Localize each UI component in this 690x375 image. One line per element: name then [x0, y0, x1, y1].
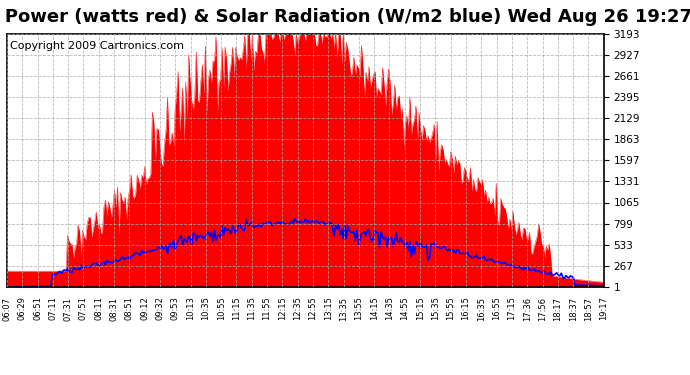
Text: Copyright 2009 Cartronics.com: Copyright 2009 Cartronics.com — [10, 41, 184, 51]
Text: Grid Power (watts red) & Solar Radiation (W/m2 blue) Wed Aug 26 19:27: Grid Power (watts red) & Solar Radiation… — [0, 8, 690, 26]
